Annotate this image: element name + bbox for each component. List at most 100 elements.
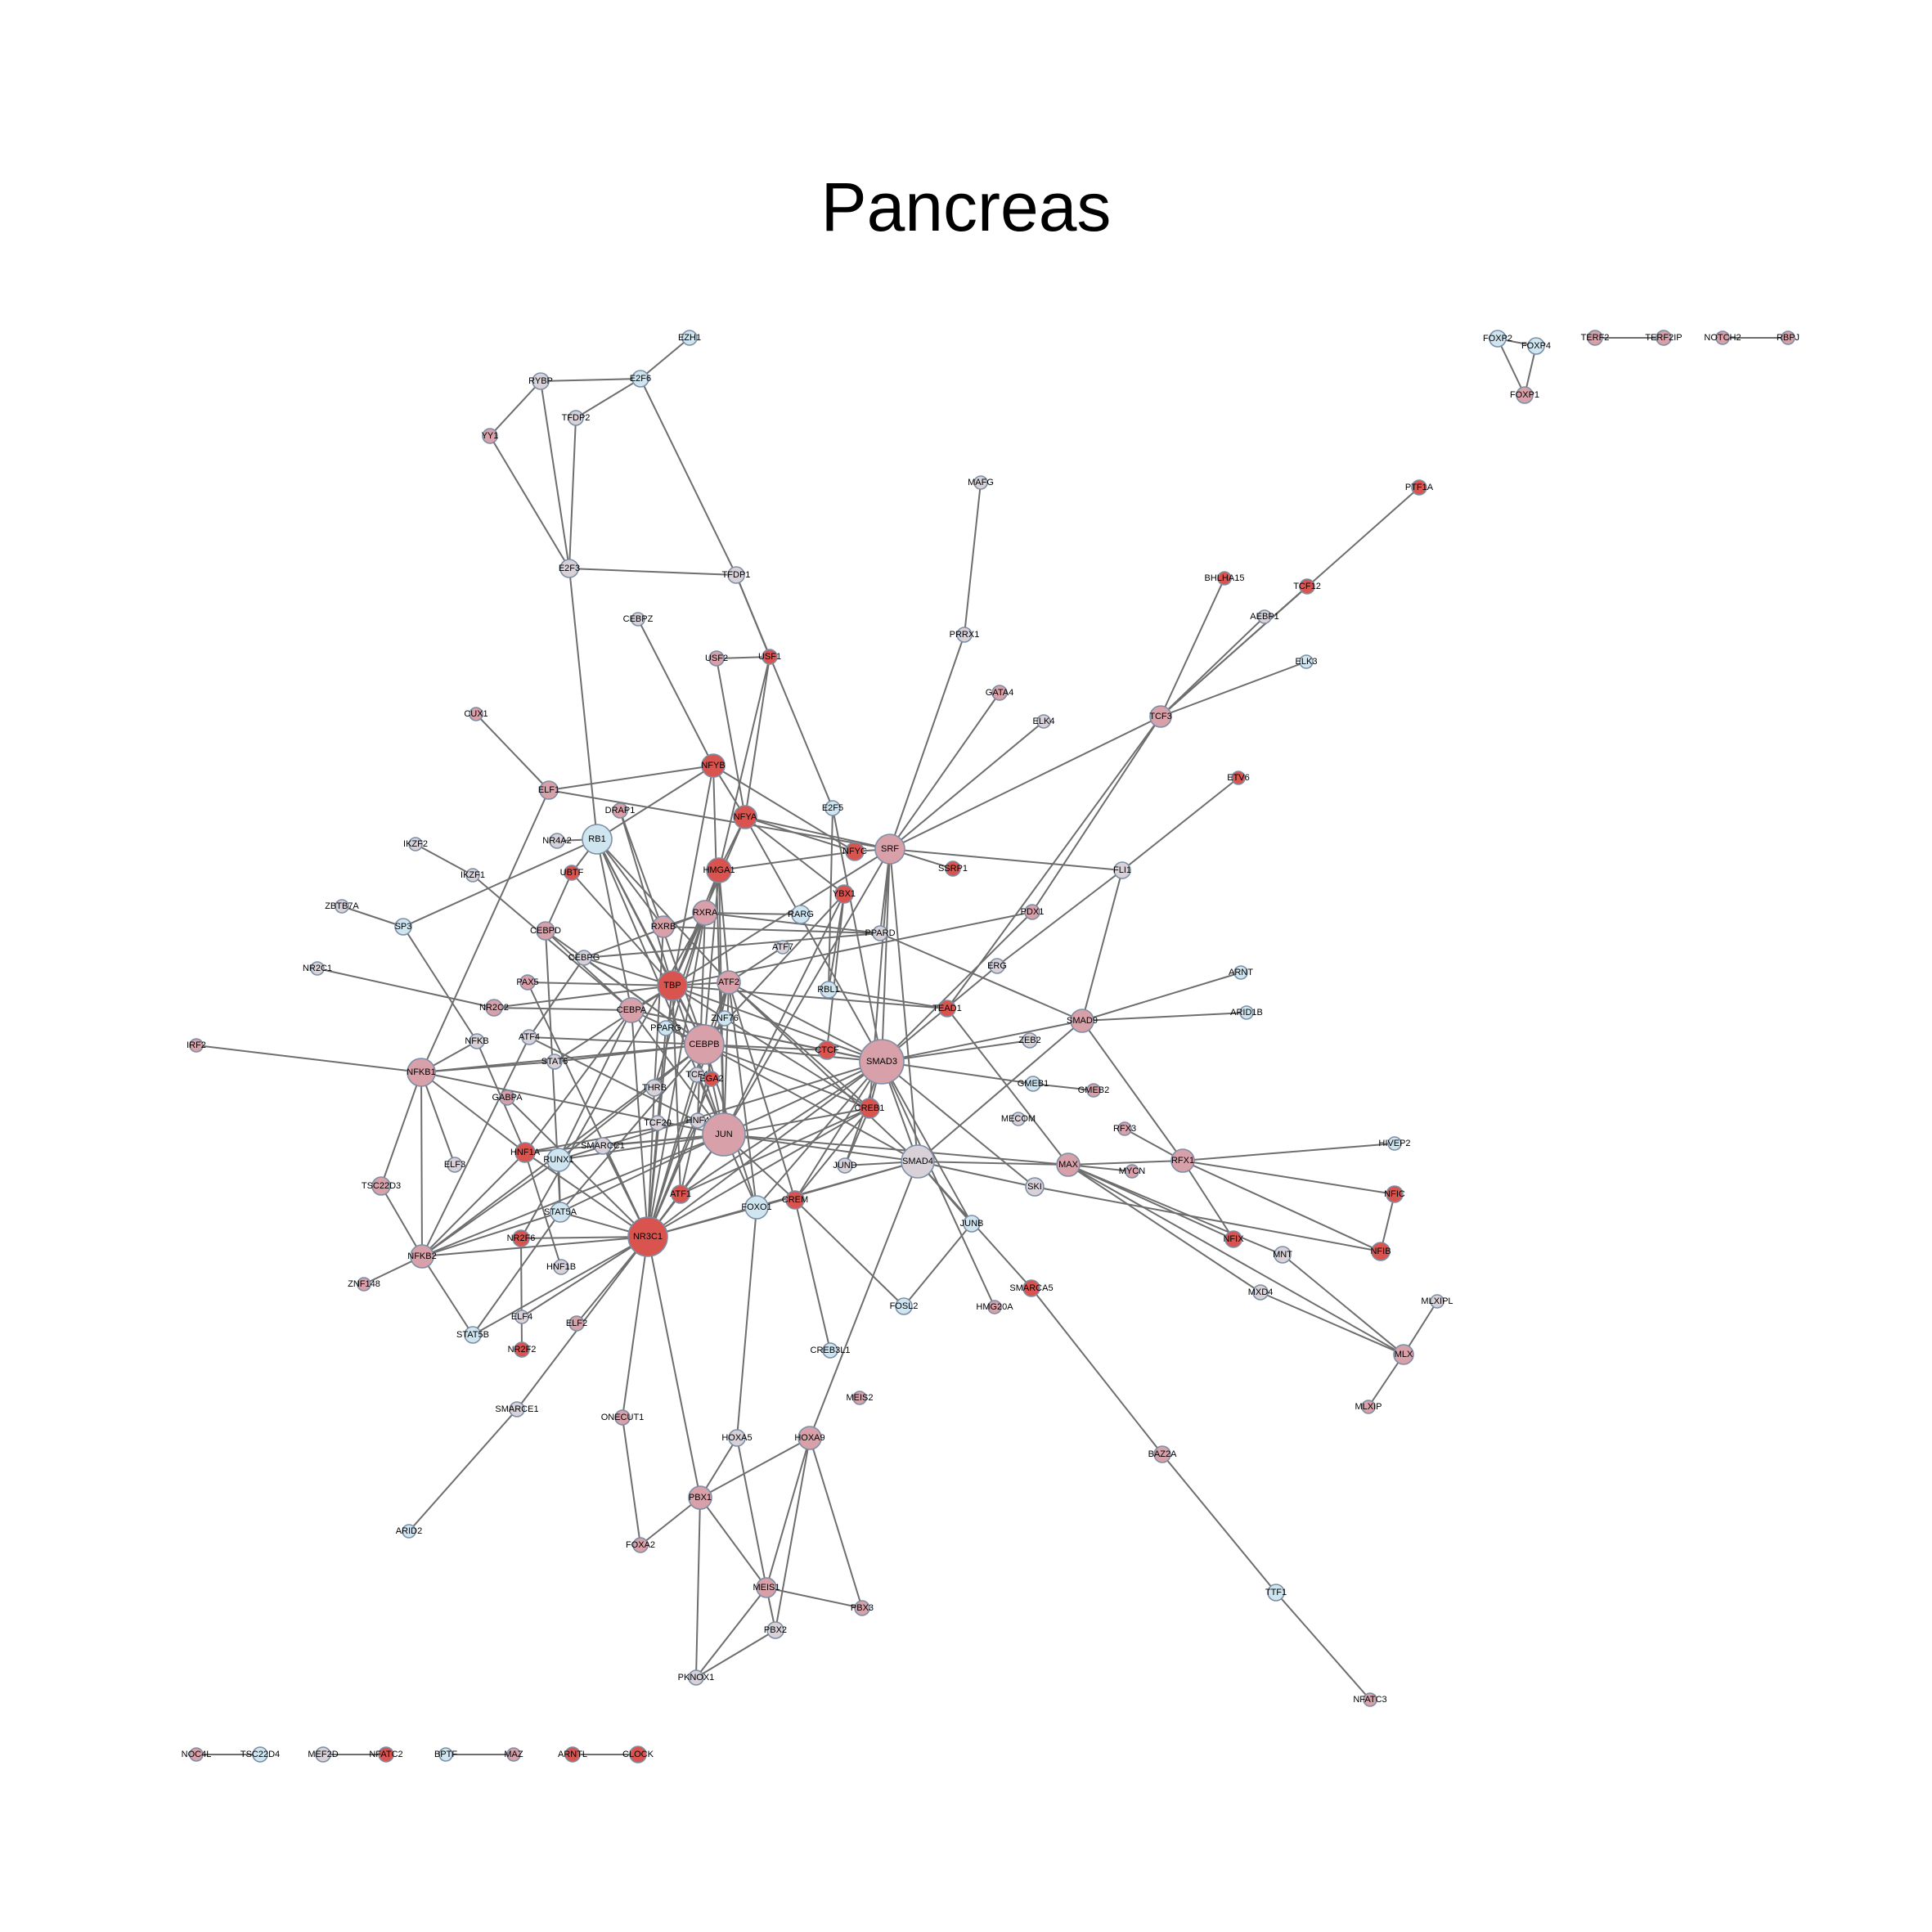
node-ppard[interactable]: PPARD [865,925,896,941]
node-mycn[interactable]: MYCN [1119,1164,1145,1179]
node-hmg20a[interactable]: HMG20A [976,1300,1013,1314]
node-gmeb2[interactable]: GMEB2 [1078,1083,1110,1098]
node-gmeb1[interactable]: GMEB1 [1018,1076,1049,1092]
node-circle[interactable] [546,1148,571,1172]
node-ikzf2[interactable]: IKZF2 [403,837,428,851]
node-cebpb[interactable]: CEBPB [684,1024,725,1065]
node-circle[interactable] [1363,1692,1377,1707]
node-pparg[interactable]: PPARG [650,1020,681,1036]
node-circle[interactable] [594,1137,612,1155]
node-nfatc2[interactable]: NFATC2 [369,1746,403,1763]
node-elf2[interactable]: ELF2 [566,1315,587,1332]
node-smad3[interactable]: SMAD3 [859,1039,905,1085]
node-circle[interactable] [688,1485,712,1510]
node-nfyb[interactable]: NFYB [701,753,726,778]
node-ttf1[interactable]: TTF1 [1265,1584,1287,1602]
node-circle[interactable] [645,1079,663,1097]
node-circle[interactable] [568,1315,585,1332]
node-circle[interactable] [1656,330,1672,346]
node-circle[interactable] [1371,1242,1391,1261]
node-circle[interactable] [512,1229,530,1247]
node-circle[interactable] [189,1747,204,1762]
node-foxa2[interactable]: FOXA2 [626,1537,655,1553]
node-smarce1[interactable]: SMARCE1 [495,1401,539,1418]
node-circle[interactable] [658,1020,674,1036]
node-circle[interactable] [845,842,865,861]
node-mxd4[interactable]: MXD4 [1248,1284,1274,1301]
node-ega2[interactable]: EGA2 [699,1071,724,1087]
node-circle[interactable] [559,559,579,578]
node-terf2ip[interactable]: TERF2IP [1645,330,1683,346]
node-circle[interactable] [1149,705,1172,728]
node-maz[interactable]: MAZ [504,1747,523,1762]
node-circle[interactable] [1036,714,1051,729]
node-smarcc1[interactable]: SMARCC1 [581,1137,625,1155]
node-circle[interactable] [852,1391,867,1405]
node-circle[interactable] [1516,386,1534,404]
node-yy1[interactable]: YY1 [482,428,499,444]
node-circle[interactable] [859,1039,905,1085]
node-circle[interactable] [506,1747,521,1762]
node-rbpj[interactable]: RBPJ [1777,330,1799,345]
node-circle[interactable] [310,961,325,976]
node-mlxip[interactable]: MLXIP [1355,1400,1382,1414]
node-circle[interactable] [553,1259,569,1275]
node-mlx[interactable]: MLX [1393,1344,1414,1365]
node-circle[interactable] [834,884,854,904]
node-creb3l1[interactable]: CREB3L1 [811,1342,851,1359]
node-tcf3[interactable]: TCF3 [1149,705,1172,728]
node-circle[interactable] [703,1071,720,1087]
node-circle[interactable] [820,981,838,999]
node-circle[interactable] [938,1000,956,1018]
node-hoxa5[interactable]: HOXA5 [721,1429,753,1447]
node-circle[interactable] [1267,1584,1285,1602]
node-elk4[interactable]: ELK4 [1033,714,1055,729]
node-stat5b[interactable]: STAT5B [456,1326,489,1344]
node-noc4l[interactable]: NOC4L [182,1747,212,1762]
node-circle[interactable] [688,1669,704,1686]
node-e2f5[interactable]: E2F5 [822,800,843,816]
node-nr3c1[interactable]: NR3C1 [627,1216,668,1257]
node-fli1[interactable]: FLI1 [1113,861,1131,879]
node-circle[interactable] [1170,1148,1195,1173]
node-circle[interactable] [1361,1400,1376,1414]
node-nfib[interactable]: NFIB [1370,1242,1391,1261]
node-jun[interactable]: JUN [702,1112,746,1157]
node-usf1[interactable]: USF1 [758,649,781,665]
node-circle[interactable] [1233,965,1248,980]
node-fosl2[interactable]: FOSL2 [890,1297,919,1315]
node-circle[interactable] [568,410,584,426]
node-circle[interactable] [963,1215,981,1233]
node-circle[interactable] [1153,1445,1171,1463]
node-circle[interactable] [509,1401,525,1418]
node-mef2d[interactable]: MEF2D [308,1746,339,1763]
node-runx1[interactable]: RUNX1 [543,1148,574,1172]
node-circle[interactable] [1411,479,1427,496]
node-nfic[interactable]: NFIC [1384,1185,1405,1203]
node-circle[interactable] [817,1040,837,1060]
node-smarca5[interactable]: SMARCA5 [1009,1279,1054,1297]
node-foxp2[interactable]: FOXP2 [1483,330,1512,348]
node-circle[interactable] [1125,1164,1139,1179]
node-rfx1[interactable]: RFX1 [1170,1148,1195,1173]
node-circle[interactable] [614,1409,631,1426]
node-circle[interactable] [499,1090,515,1106]
node-circle[interactable] [708,650,725,667]
node-notch2[interactable]: NOTCH2 [1704,330,1741,345]
node-circle[interactable] [335,899,349,914]
node-circle[interactable] [702,1112,746,1157]
node-elk3[interactable]: ELK3 [1296,654,1318,669]
node-circle[interactable] [582,824,613,855]
node-nr2c2[interactable]: NR2C2 [479,999,509,1017]
node-atf1[interactable]: ATF1 [670,1184,691,1204]
node-circle[interactable] [727,566,745,584]
node-ctcf[interactable]: CTCF [815,1040,839,1060]
node-thrb[interactable]: THRB [642,1079,667,1097]
node-arntl[interactable]: ARNTL [558,1746,587,1763]
node-circle[interactable] [717,970,741,995]
node-aebp1[interactable]: AEBP1 [1250,609,1279,624]
node-circle[interactable] [465,868,480,883]
node-circle[interactable] [717,1010,733,1027]
node-circle[interactable] [837,1157,853,1174]
node-clock[interactable]: CLOCK [622,1746,654,1764]
